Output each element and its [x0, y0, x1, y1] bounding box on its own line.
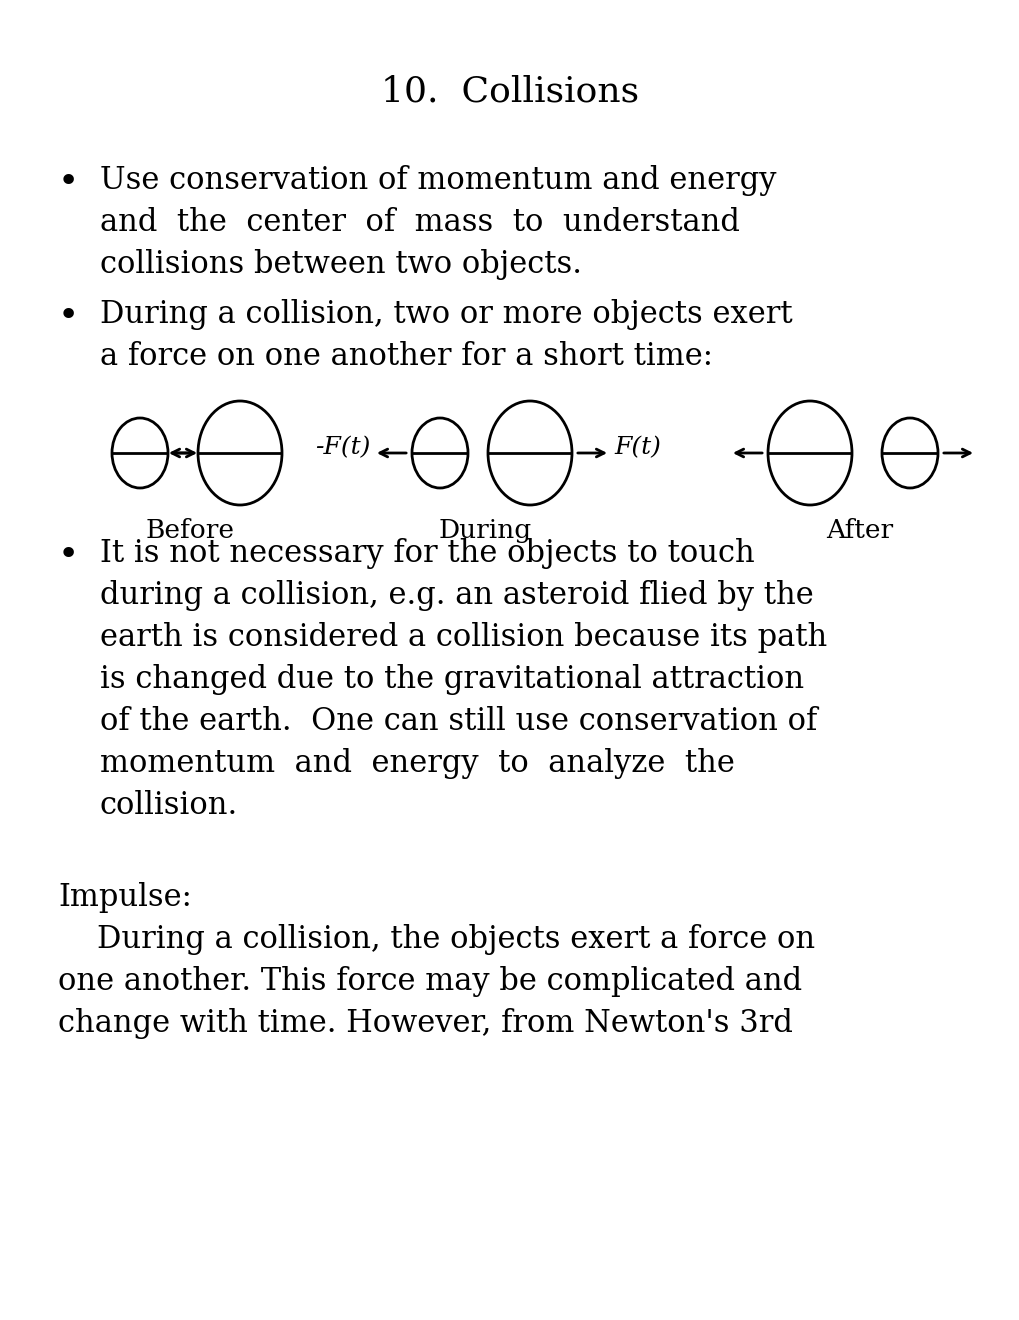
Text: •: • — [58, 539, 79, 572]
Text: •: • — [58, 300, 79, 333]
Text: During a collision, the objects exert a force on: During a collision, the objects exert a … — [58, 924, 814, 954]
Text: Impulse:: Impulse: — [58, 882, 192, 913]
Text: F(t): F(t) — [613, 437, 660, 459]
Text: earth is considered a collision because its path: earth is considered a collision because … — [100, 622, 826, 653]
Text: •: • — [58, 165, 79, 199]
Text: change with time. However, from Newton's 3rd: change with time. However, from Newton's… — [58, 1008, 792, 1039]
Text: momentum  and  energy  to  analyze  the: momentum and energy to analyze the — [100, 748, 734, 779]
Text: During a collision, two or more objects exert: During a collision, two or more objects … — [100, 300, 792, 330]
Text: during a collision, e.g. an asteroid flied by the: during a collision, e.g. an asteroid fli… — [100, 579, 813, 611]
Text: -F(t): -F(t) — [314, 437, 370, 459]
Text: is changed due to the gravitational attraction: is changed due to the gravitational attr… — [100, 664, 803, 696]
Text: of the earth.  One can still use conservation of: of the earth. One can still use conserva… — [100, 706, 816, 737]
Text: It is not necessary for the objects to touch: It is not necessary for the objects to t… — [100, 539, 754, 569]
Text: and  the  center  of  mass  to  understand: and the center of mass to understand — [100, 207, 739, 238]
Text: collisions between two objects.: collisions between two objects. — [100, 249, 582, 280]
Text: one another. This force may be complicated and: one another. This force may be complicat… — [58, 966, 801, 997]
Text: Use conservation of momentum and energy: Use conservation of momentum and energy — [100, 165, 775, 195]
Text: After: After — [825, 517, 893, 543]
Text: collision.: collision. — [100, 789, 238, 821]
Text: During: During — [438, 517, 531, 543]
Text: a force on one another for a short time:: a force on one another for a short time: — [100, 341, 712, 372]
Text: 10.  Collisions: 10. Collisions — [380, 75, 639, 110]
Text: Before: Before — [146, 517, 234, 543]
